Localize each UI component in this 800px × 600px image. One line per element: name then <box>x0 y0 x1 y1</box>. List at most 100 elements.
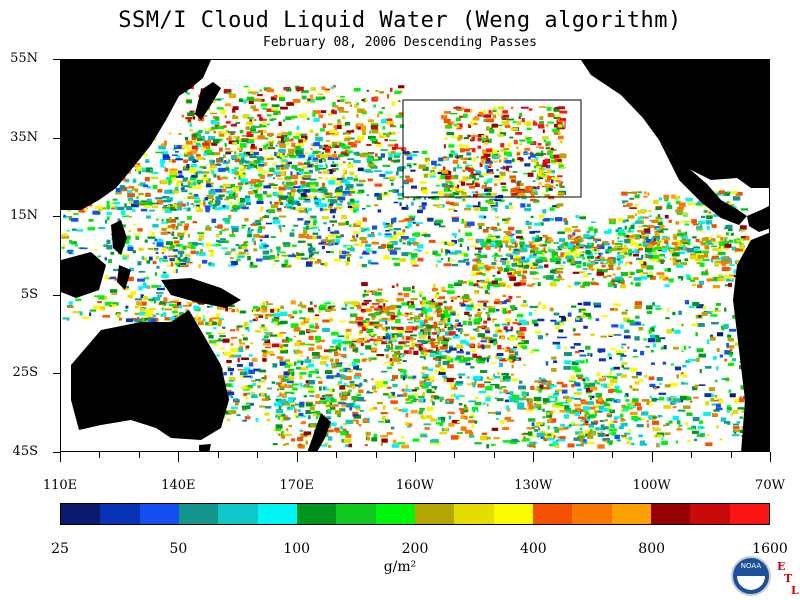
cloud-pixel <box>655 307 662 310</box>
cloud-pixel <box>464 298 472 302</box>
cloud-pixel <box>517 342 526 345</box>
cloud-pixel <box>558 135 564 140</box>
cloud-pixel <box>143 309 151 312</box>
cloud-pixel <box>555 260 561 265</box>
cloud-pixel <box>592 405 600 408</box>
cloud-pixel <box>407 220 413 224</box>
cloud-pixel <box>642 224 648 227</box>
cloud-pixel <box>617 247 623 250</box>
cloud-pixel <box>519 190 524 195</box>
cloud-pixel <box>605 386 611 389</box>
cloud-pixel <box>364 308 372 312</box>
cloud-pixel <box>725 261 733 264</box>
cloud-pixel <box>330 86 334 90</box>
cloud-pixel <box>475 191 478 194</box>
cloud-pixel <box>672 257 677 262</box>
cloud-pixel <box>208 182 214 185</box>
cloud-pixel <box>203 152 207 156</box>
cloud-pixel <box>298 185 306 188</box>
cloud-pixel <box>398 112 403 117</box>
cloud-pixel <box>593 302 601 306</box>
cloud-pixel <box>644 236 649 240</box>
cloud-pixel <box>714 379 718 383</box>
cloud-pixel <box>485 118 494 123</box>
cloud-pixel <box>296 152 304 157</box>
cloud-pixel <box>252 108 259 112</box>
cloud-pixel <box>717 251 726 256</box>
cloud-pixel <box>521 259 529 263</box>
cloud-pixel <box>446 322 452 326</box>
cloud-pixel <box>389 347 394 350</box>
cloud-pixel <box>205 149 212 154</box>
cloud-pixel <box>308 227 315 230</box>
cloud-pixel <box>636 371 642 376</box>
cloud-pixel <box>136 196 139 200</box>
cloud-pixel <box>335 187 340 190</box>
cloud-pixel <box>688 358 696 362</box>
cloud-pixel <box>198 263 201 269</box>
cloud-pixel <box>365 318 370 321</box>
cloud-pixel <box>403 350 412 354</box>
cloud-pixel <box>290 188 296 193</box>
cloud-pixel <box>266 194 272 198</box>
cloud-pixel <box>684 258 689 262</box>
cloud-pixel <box>688 305 695 309</box>
cloud-pixel <box>294 180 298 185</box>
cloud-pixel <box>195 132 202 136</box>
cloud-pixel <box>326 251 333 254</box>
cloud-pixel <box>591 221 596 223</box>
cloud-pixel <box>337 335 345 338</box>
cloud-pixel <box>235 193 239 198</box>
cloud-pixel <box>262 216 266 219</box>
cloud-pixel <box>360 353 364 356</box>
cloud-pixel <box>291 315 295 319</box>
cloud-pixel <box>253 233 260 238</box>
cloud-pixel <box>420 340 426 343</box>
cloud-pixel <box>293 327 301 332</box>
cloud-pixel <box>413 163 417 166</box>
cloud-pixel <box>406 156 413 160</box>
cloud-pixel <box>317 229 321 232</box>
cloud-pixel <box>267 102 270 105</box>
cloud-pixel <box>499 391 503 394</box>
cloud-pixel <box>283 344 289 347</box>
cloud-pixel <box>535 387 542 391</box>
cloud-pixel <box>477 193 484 197</box>
cloud-pixel <box>539 243 543 246</box>
cloud-pixel <box>449 251 458 255</box>
cloud-pixel <box>507 241 511 244</box>
cloud-pixel <box>702 306 707 310</box>
cloud-pixel <box>457 435 461 439</box>
cloud-pixel <box>435 422 444 425</box>
cloud-pixel <box>231 225 239 229</box>
cloud-pixel <box>258 226 263 231</box>
cloud-pixel <box>601 269 608 273</box>
cloud-pixel <box>299 415 307 418</box>
cloud-pixel <box>434 294 439 298</box>
cloud-pixel <box>285 264 292 268</box>
cloud-pixel <box>572 235 575 238</box>
cloud-pixel <box>554 149 557 151</box>
cloud-pixel <box>728 351 733 356</box>
cloud-pixel <box>307 164 313 168</box>
cloud-pixel <box>272 443 278 446</box>
cloud-pixel <box>476 304 485 307</box>
cloud-pixel <box>633 349 638 352</box>
cloud-pixel <box>265 143 269 147</box>
cloud-pixel <box>230 257 234 260</box>
cloud-pixel <box>609 428 617 432</box>
cloud-pixel <box>628 253 632 257</box>
cloud-pixel <box>244 252 250 255</box>
cloud-pixel <box>342 340 351 345</box>
cloud-pixel <box>544 250 548 253</box>
cloud-pixel <box>488 292 491 295</box>
cloud-pixel <box>628 276 633 278</box>
cloud-pixel <box>427 160 430 163</box>
cloud-pixel <box>348 320 357 324</box>
cloud-pixel <box>487 202 495 205</box>
cloud-pixel <box>329 231 334 234</box>
cloud-pixel <box>476 410 479 413</box>
cloud-pixel <box>551 368 557 372</box>
cloud-pixel <box>216 233 220 238</box>
cloud-pixel <box>263 244 269 248</box>
